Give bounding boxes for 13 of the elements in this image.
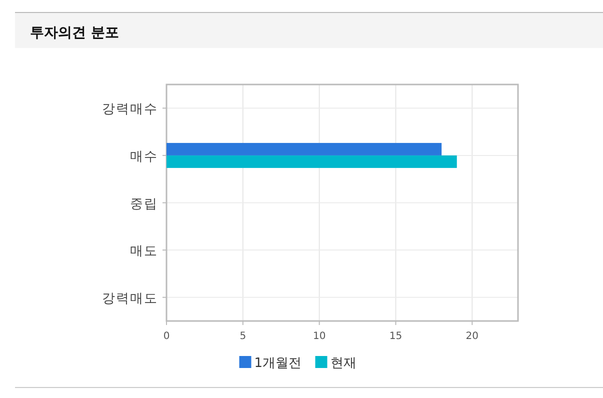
x-tick-label: 5 <box>240 331 246 342</box>
x-tick-label: 20 <box>466 331 479 342</box>
chart-title: 투자의견 분포 <box>30 25 119 41</box>
x-tick-label: 10 <box>312 331 326 342</box>
legend-label: 1개월전 <box>254 356 302 371</box>
x-tick-label: 15 <box>389 331 402 342</box>
x-tick-label: 0 <box>163 331 170 342</box>
y-tick-label: 매도 <box>130 244 158 260</box>
y-tick-label: 강력매도 <box>102 291 158 306</box>
y-tick-label: 강력매수 <box>102 102 158 118</box>
y-tick-label: 매수 <box>130 149 158 164</box>
legend-label: 현재 <box>330 356 356 371</box>
y-tick-label: 중립 <box>130 196 158 212</box>
